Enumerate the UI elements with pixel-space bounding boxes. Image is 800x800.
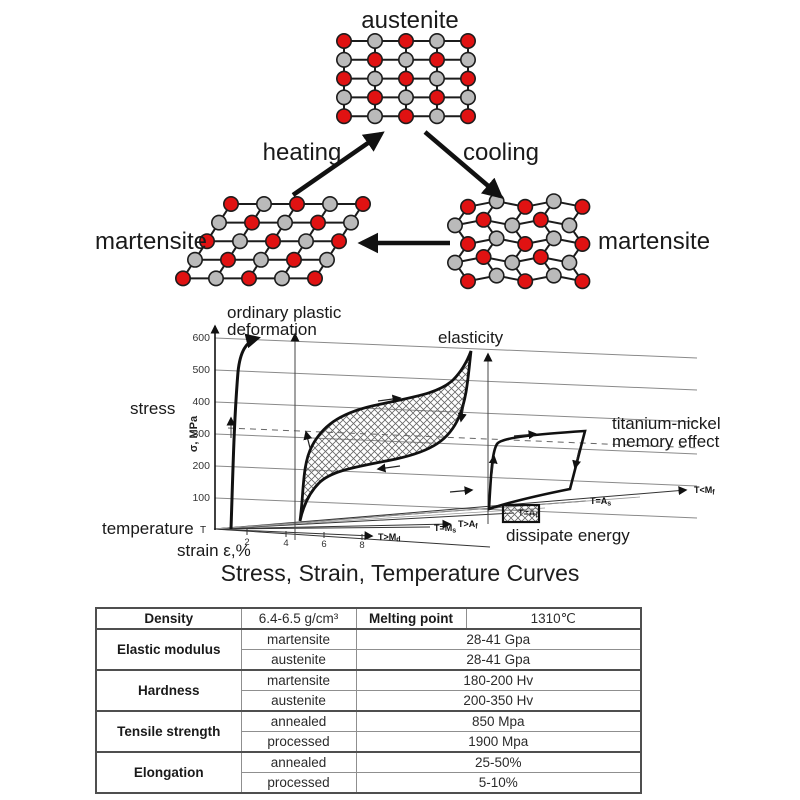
dissipate-energy-label: dissipate energy <box>506 526 630 545</box>
table-row: processed 1900 Mpa <box>96 731 642 753</box>
table-row: Tensile strength annealed 850 Mpa <box>95 710 642 753</box>
subtype-cell: martensite <box>240 669 357 691</box>
density-value-cell: 6.4-6.5 g/cm³ <box>240 607 357 630</box>
memory-label-line1: titanium-nickel <box>612 414 721 433</box>
svg-text:400: 400 <box>192 396 210 408</box>
stress-label: stress <box>130 399 175 418</box>
martensite-right-lattice <box>446 193 591 290</box>
x-tick-2: 2 <box>244 537 249 548</box>
table-row: Hardness martensite 180-200 Hv <box>95 669 642 712</box>
svg-text:T=Ms: T=Ms <box>434 523 456 535</box>
value-cell: 850 Mpa <box>355 710 642 732</box>
subtype-cell: processed <box>240 772 357 794</box>
heating-arrow <box>291 131 385 197</box>
superelastic-loop <box>298 350 473 522</box>
austenite-label: austenite <box>361 7 458 34</box>
elastic-modulus-label-cell: Elastic modulus <box>95 628 242 671</box>
temperature-label: temperature <box>102 519 194 538</box>
memory-loop-arrows <box>449 430 582 496</box>
plastic-label-line2: deformation <box>227 320 317 339</box>
temperature-axis-symbol: T <box>200 525 206 536</box>
elasticity-label: elasticity <box>438 328 504 347</box>
value-cell: 28-41 Gpa <box>355 628 642 650</box>
value-cell: 200-350 Hv <box>355 690 642 712</box>
melting-point-value-cell: 1310℃ <box>465 607 642 630</box>
table-row: austenite 28-41 Gpa <box>96 649 642 671</box>
martensite-right-label: martensite <box>598 228 710 255</box>
strain-label: strain ε,% <box>177 541 251 560</box>
svg-text:300: 300 <box>192 428 210 440</box>
value-cell: 28-41 Gpa <box>355 649 642 671</box>
value-cell: 1900 Mpa <box>355 731 642 753</box>
subtype-cell: processed <box>240 731 357 753</box>
martensite-left-label: martensite <box>95 228 207 255</box>
y-tick-labels: 600 500 400 300 200 100 <box>192 332 210 504</box>
svg-text:100: 100 <box>192 492 210 504</box>
material-properties-table: Density 6.4-6.5 g/cm³ Melting point 1310… <box>95 607 642 794</box>
subtype-cell: martensite <box>240 628 357 650</box>
dissipate-energy-swatch <box>501 503 541 524</box>
chart-title: Stress, Strain, Temperature Curves <box>221 560 580 586</box>
x-tick-4: 4 <box>283 538 288 549</box>
svg-text:T<Mf: T<Mf <box>694 485 715 497</box>
memory-label-line2: memory effect <box>612 432 720 451</box>
density-label-cell: Density <box>95 607 242 630</box>
plastic-label-line1: ordinary plastic <box>227 303 342 322</box>
hardness-label-cell: Hardness <box>95 669 242 712</box>
value-cell: 5-10% <box>355 772 642 794</box>
subtype-cell: annealed <box>240 751 357 773</box>
stress-strain-temperature-chart: 2 4 6 8 σ, MPa 600 500 400 300 200 100 <box>102 303 721 586</box>
x-tick-8: 8 <box>359 540 364 551</box>
x-tick-6: 6 <box>321 539 326 550</box>
melting-point-label-cell: Melting point <box>355 607 467 630</box>
phase-transformation-diagram: austenite heating cooling martensite mar… <box>95 7 710 290</box>
cooling-label: cooling <box>463 139 539 166</box>
svg-text:T=As: T=As <box>590 496 611 508</box>
heating-label: heating <box>263 139 342 166</box>
temperature-axis-fan <box>213 486 688 548</box>
svg-text:T>Af: T>Af <box>458 519 478 531</box>
subtype-cell: austenite <box>240 649 357 671</box>
svg-text:200: 200 <box>192 460 210 472</box>
cooling-arrow <box>423 130 504 199</box>
value-cell: 25-50% <box>355 751 642 773</box>
y-axis-unit-label: σ, MPa <box>188 415 200 452</box>
tensile-strength-label-cell: Tensile strength <box>95 710 242 753</box>
subtype-cell: austenite <box>240 690 357 712</box>
table-row: austenite 200-350 Hv <box>96 690 642 712</box>
svg-text:600: 600 <box>192 332 210 344</box>
table-row: processed 5-10% <box>96 772 642 794</box>
table-row: Elongation annealed 25-50% <box>95 751 642 794</box>
value-cell: 180-200 Hv <box>355 669 642 691</box>
elongation-label-cell: Elongation <box>95 751 242 794</box>
table-row: Elastic modulus martensite 28-41 Gpa <box>95 628 642 671</box>
martensite-left-lattice <box>175 196 371 287</box>
svg-text:T>Md: T>Md <box>378 532 401 544</box>
austenite-lattice <box>335 32 476 125</box>
table-row-density: Density 6.4-6.5 g/cm³ Melting point 1310… <box>95 607 642 630</box>
superelastic-loop-arrows <box>303 394 467 473</box>
svg-text:500: 500 <box>192 364 210 376</box>
subtype-cell: annealed <box>240 710 357 732</box>
plastic-deformation-curve <box>229 333 261 530</box>
strain-ticks <box>246 529 363 540</box>
